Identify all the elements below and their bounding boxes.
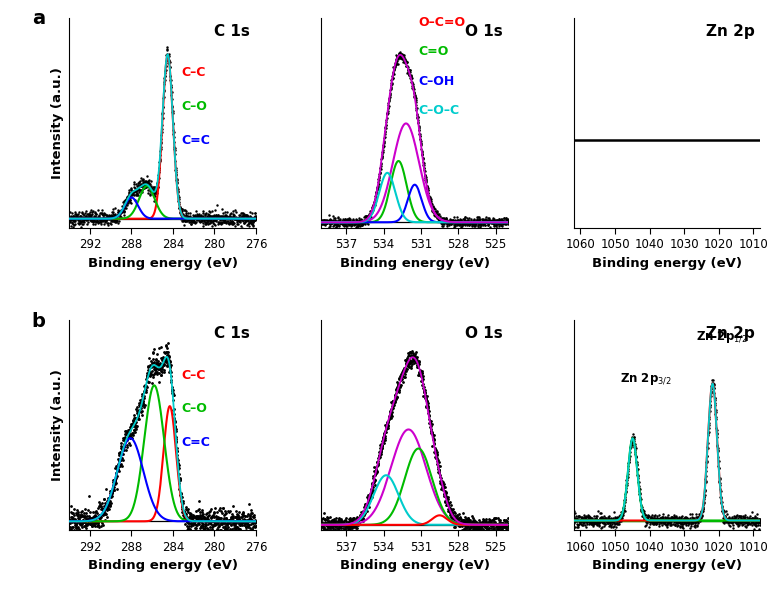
Y-axis label: Intensity (a.u.): Intensity (a.u.) [51,369,64,481]
Text: b: b [31,312,45,330]
Text: Zn 2p: Zn 2p [706,24,755,39]
X-axis label: Binding energy (eV): Binding energy (eV) [339,257,490,270]
Text: C=C: C=C [181,436,210,449]
X-axis label: Binding energy (eV): Binding energy (eV) [88,257,237,270]
Text: Zn 2p$_{3/2}$: Zn 2p$_{3/2}$ [621,372,672,388]
Text: O–C=O: O–C=O [419,16,465,29]
Text: C 1s: C 1s [214,24,250,39]
X-axis label: Binding energy (eV): Binding energy (eV) [592,559,742,572]
Text: C=O: C=O [419,45,449,58]
Text: Zn 2p$_{1/2}$: Zn 2p$_{1/2}$ [697,330,748,345]
Text: C–O: C–O [181,402,207,415]
Text: C–OH: C–OH [419,75,455,88]
Text: C 1s: C 1s [214,326,250,342]
X-axis label: Binding energy (eV): Binding energy (eV) [592,257,742,270]
Text: C–O: C–O [181,100,207,113]
Text: a: a [31,9,45,28]
X-axis label: Binding energy (eV): Binding energy (eV) [88,559,237,572]
Text: O 1s: O 1s [465,326,502,342]
Text: Zn 2p: Zn 2p [706,326,755,342]
Text: C–O–C: C–O–C [419,104,459,117]
Text: C=C: C=C [181,134,210,147]
Text: C–C: C–C [181,67,206,80]
Y-axis label: Intensity (a.u.): Intensity (a.u.) [51,67,64,178]
X-axis label: Binding energy (eV): Binding energy (eV) [339,559,490,572]
Text: O 1s: O 1s [465,24,502,39]
Text: C–C: C–C [181,369,206,382]
